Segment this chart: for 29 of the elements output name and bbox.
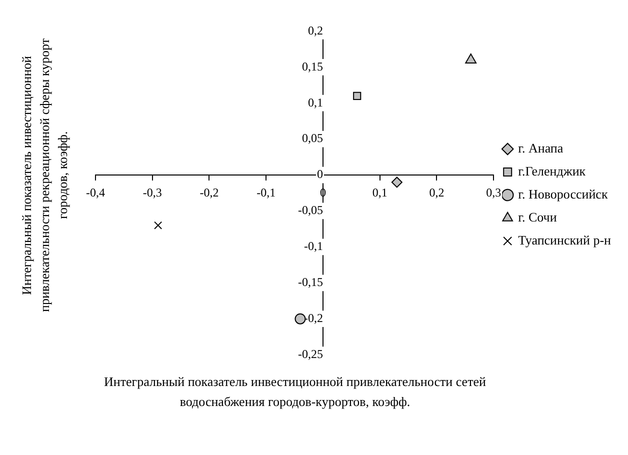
point — [294, 313, 306, 324]
legend-label: г.Геленджик — [518, 163, 586, 178]
x-tick-label: -0,2 — [200, 185, 219, 200]
x-tick-label: -0,1 — [256, 185, 276, 200]
y-tick-label: 0,15 — [302, 59, 323, 74]
y-tick-label: -0,05 — [298, 203, 323, 218]
point — [154, 221, 162, 230]
x-tick-label: 0,2 — [429, 185, 444, 200]
y-tick-label: 0,05 — [302, 131, 323, 146]
x-tick-label: 0,3 — [486, 185, 502, 200]
y-tick-label: -0,25 — [298, 346, 323, 361]
y-axis-title: Интегральный показатель инвестиционной привлекательности рекреационной сферы курорт городов, коэфф. — [18, 37, 71, 314]
y-tick-label: -0,15 — [298, 275, 323, 290]
legend-label: г. Новороссийск — [518, 186, 608, 202]
x-tick-label: -0,3 — [142, 185, 162, 200]
point — [391, 176, 402, 188]
y-tick-label: -0,2 — [304, 311, 323, 325]
x-tick-label: 0,1 — [372, 185, 388, 200]
legend-label: г. Сочи — [518, 209, 557, 224]
x-axis-title: Интегральный показатель инвестиционной привлекательности сетей водоснабжения городов-курортов, коэфф. — [103, 373, 487, 411]
y-tick-label: 0,2 — [308, 23, 323, 38]
y-tick-label: -0,1 — [304, 239, 323, 254]
x-tick-label: -0,4 — [86, 185, 105, 200]
point — [465, 53, 477, 64]
legend-label: Туапсинский р-н — [518, 232, 612, 248]
legend-label: г. Анапа — [518, 140, 564, 156]
point — [353, 92, 362, 100]
y-tick-label: 0 — [316, 167, 323, 182]
y-tick-label: 0,1 — [308, 95, 323, 110]
